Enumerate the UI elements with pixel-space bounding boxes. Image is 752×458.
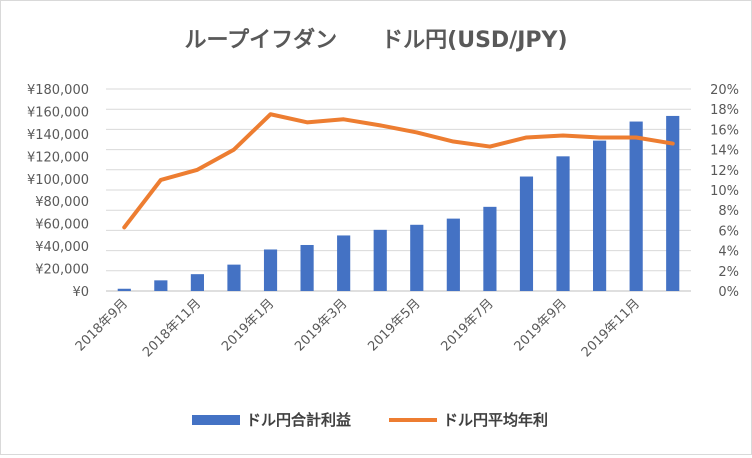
y-right-tick-label: 18% xyxy=(710,103,739,118)
x-tick-label: 2019年3月 xyxy=(292,296,350,354)
y-left-tick-label: ¥160,000 xyxy=(27,105,89,120)
y-right-tick-label: 20% xyxy=(710,83,739,98)
x-tick-label: 2018年11月 xyxy=(140,296,204,360)
y-right-tick-label: 6% xyxy=(718,224,739,239)
bar xyxy=(373,229,387,291)
legend-line-label: ドル円平均年利 xyxy=(443,411,548,429)
y-left-tick-label: ¥0 xyxy=(72,285,89,300)
bar xyxy=(483,206,497,291)
y-left-tick-label: ¥140,000 xyxy=(27,128,89,143)
y-right-tick-label: 14% xyxy=(710,144,739,159)
y-left-tick-label: ¥40,000 xyxy=(35,240,89,255)
x-axis: 2018年9月 2018年11月 2019年1月 2019年3月 2019年5月 2019… xyxy=(73,296,643,360)
y-left-tick-label: ¥100,000 xyxy=(27,173,89,188)
y-right-tick-label: 2% xyxy=(718,265,739,280)
bar xyxy=(410,224,424,291)
bar xyxy=(337,235,351,291)
y-right-tick-label: 10% xyxy=(710,184,739,199)
bar-series xyxy=(117,115,680,292)
x-tick-label: 2019年7月 xyxy=(438,296,496,354)
legend-bar-label: ドル円合計利益 xyxy=(246,411,351,429)
y-right-tick-label: 4% xyxy=(718,245,739,260)
bar xyxy=(117,288,131,291)
bar xyxy=(190,274,204,291)
x-tick-label: 2019年11月 xyxy=(579,296,643,360)
y-right-tick-label: 16% xyxy=(710,123,739,138)
bar xyxy=(629,121,643,292)
legend-bar-swatch xyxy=(192,415,240,425)
y-left-tick-label: ¥80,000 xyxy=(35,195,89,210)
x-tick-label: 2018年9月 xyxy=(73,296,131,354)
chart-title: ループイフダン ドル円(USD/JPY) xyxy=(184,27,567,53)
y-left-tick-label: ¥120,000 xyxy=(27,150,89,165)
legend: ドル円合計利益 ドル円平均年利 xyxy=(192,411,548,429)
y-axis-right: 0% 2% 4% 6% 8% 10% 12% 14% 16% 18% 20% xyxy=(710,83,739,300)
line-series xyxy=(122,112,675,230)
bar xyxy=(556,156,570,291)
bar xyxy=(263,249,278,291)
bar xyxy=(593,140,607,291)
bar xyxy=(300,244,314,291)
bar xyxy=(666,115,680,291)
x-tick-label: 2019年1月 xyxy=(219,296,277,354)
y-left-tick-label: ¥60,000 xyxy=(35,218,89,233)
y-right-tick-label: 0% xyxy=(718,285,739,300)
bar xyxy=(446,218,460,291)
series-line xyxy=(122,112,675,230)
y-axis-left: ¥0 ¥20,000 ¥40,000 ¥60,000 ¥80,000 ¥100,000 ¥1… xyxy=(27,83,89,300)
y-left-tick-label: ¥180,000 xyxy=(27,83,89,98)
y-left-tick-label: ¥20,000 xyxy=(35,263,89,278)
x-tick-label: 2019年9月 xyxy=(512,296,570,354)
y-right-tick-label: 8% xyxy=(718,204,739,219)
x-tick-label: 2019年5月 xyxy=(365,296,423,354)
y-right-tick-label: 12% xyxy=(710,164,739,179)
bar xyxy=(227,264,241,291)
bar xyxy=(154,280,168,291)
bar xyxy=(519,176,534,291)
